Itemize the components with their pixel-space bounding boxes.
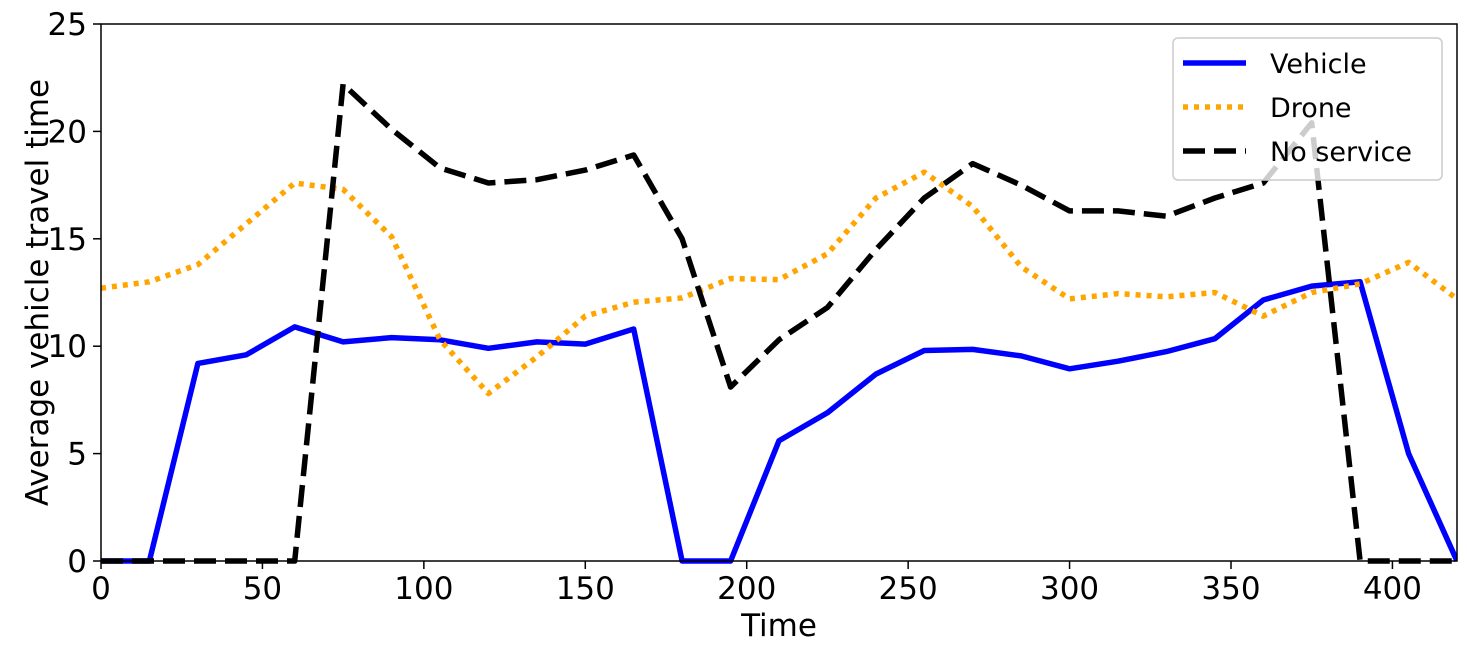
y-tick-label: 20 [48,114,87,150]
y-axis-label: Average vehicle travel time [20,79,56,506]
x-tick-label: 200 [717,571,776,607]
x-tick-label: 250 [879,571,938,607]
legend-label: Drone [1270,93,1352,124]
series-line-no-service [101,81,1457,564]
legend-box [1172,37,1443,181]
x-tick-label: 100 [394,571,453,607]
x-tick-label: 0 [91,571,111,607]
x-tick-label: 150 [556,571,615,607]
y-tick-label: 0 [67,544,87,580]
series-line-drone [101,169,1457,397]
plot-area-frame [100,23,1458,562]
x-tick-label: 300 [1040,571,1099,607]
x-axis-label: Time [740,608,817,644]
x-tick-label: 50 [243,571,282,607]
x-tick-label: 350 [1201,571,1260,607]
x-tick-label: 400 [1363,571,1422,607]
legend-label: No service [1270,137,1412,168]
legend: Vehicle Drone No service [1172,37,1443,181]
y-tick-label: 5 [67,437,87,473]
series-layer [101,81,1457,564]
legend-label: Vehicle [1270,49,1367,80]
y-tick-label: 10 [48,329,87,365]
y-tick-label: 15 [48,222,87,258]
series-line-vehicle [101,279,1457,564]
y-tick-label: 25 [48,7,87,43]
axis-ticks: 0 50 100 150 200 250 300 350 400 0 5 10 15 20 25 [48,7,1422,607]
